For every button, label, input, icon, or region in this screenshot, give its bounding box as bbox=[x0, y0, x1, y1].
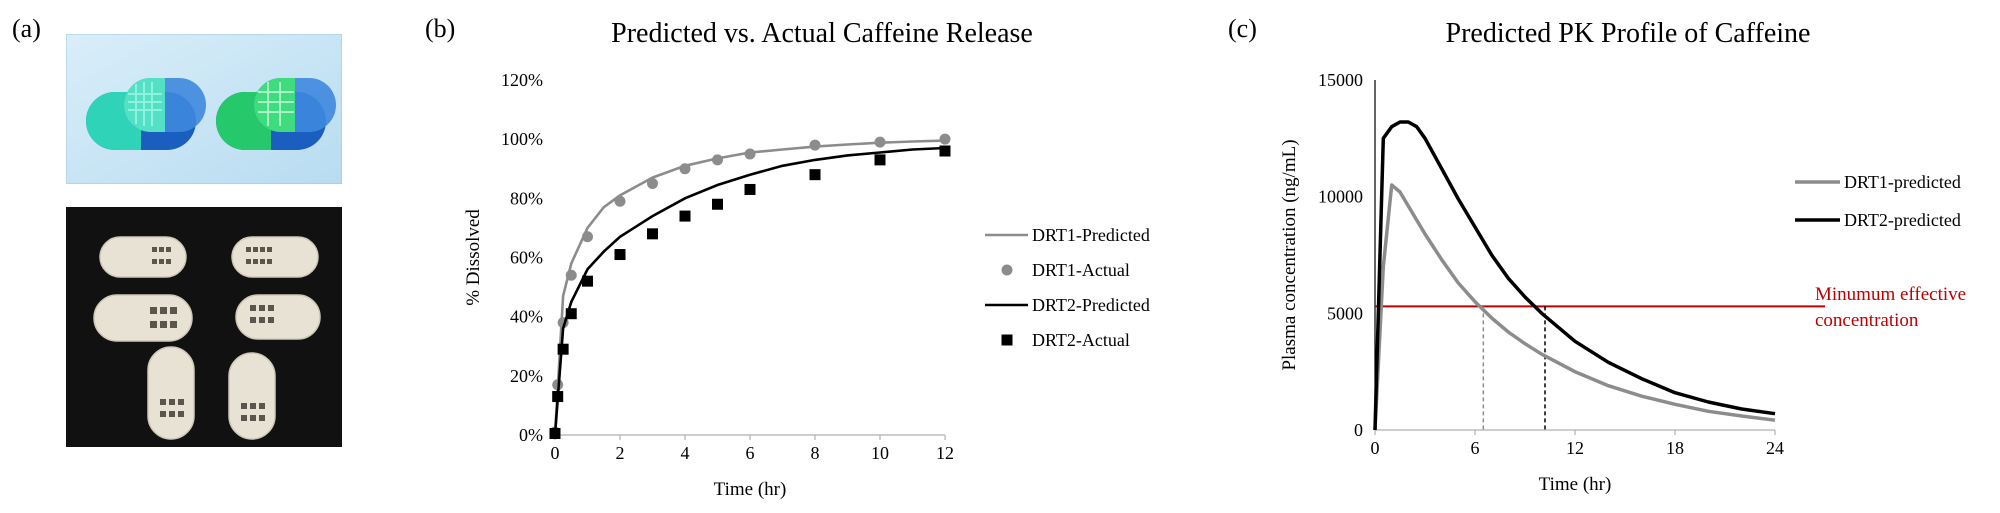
drt1-actual-point bbox=[582, 231, 593, 243]
drt2-actual-point bbox=[549, 428, 561, 440]
drt2-actual-point bbox=[679, 210, 691, 222]
y-tick-label: 0 bbox=[1354, 420, 1363, 440]
printed-tablets-photo bbox=[66, 207, 342, 447]
y-tick-label: 5000 bbox=[1327, 303, 1363, 323]
y-tick-label: 60% bbox=[510, 248, 543, 268]
drt1-predicted-line bbox=[553, 139, 946, 436]
drt1-actual-point bbox=[679, 163, 691, 175]
x-axis-label: Time (hr) bbox=[1539, 474, 1612, 495]
y-tick-label: 80% bbox=[510, 188, 543, 208]
printed-tablet bbox=[99, 236, 187, 278]
drt2-actual-legend-label: DRT2-Actual bbox=[1032, 330, 1130, 350]
x-tick-label: 24 bbox=[1766, 438, 1784, 458]
drt1-actual-legend-label: DRT1-Actual bbox=[1032, 260, 1130, 280]
drt2-actual-point bbox=[565, 308, 577, 320]
drt1-actual-point bbox=[939, 133, 951, 145]
y-tick-label: 120% bbox=[501, 70, 543, 90]
printed-tablet bbox=[93, 294, 193, 342]
drt2-actual-point bbox=[874, 154, 886, 166]
x-tick-label: 12 bbox=[936, 443, 954, 463]
y-tick-label: 15000 bbox=[1318, 70, 1363, 90]
panel-label-a: (a) bbox=[12, 14, 41, 43]
drt1-actual-point bbox=[565, 269, 577, 281]
drt2-actual-point bbox=[809, 169, 821, 181]
y-tick-label: 10000 bbox=[1318, 187, 1363, 207]
y-axis-label: % Dissolved bbox=[463, 209, 484, 306]
chart-title: Predicted vs. Actual Caffeine Release bbox=[611, 18, 1033, 49]
drt2-actual-point bbox=[647, 228, 658, 240]
drt1-actual-point bbox=[647, 178, 658, 190]
drt2-actual-point bbox=[744, 183, 756, 195]
x-axis-label: Time (hr) bbox=[714, 479, 787, 500]
pk-profile-chart: Predicted PK Profile of Caffeine Time (hr… bbox=[1279, 18, 1966, 495]
printed-tablet bbox=[231, 236, 319, 278]
drt1-actual-point bbox=[809, 139, 821, 151]
x-tick-label: 12 bbox=[1566, 438, 1584, 458]
y-tick-label: 20% bbox=[510, 366, 543, 386]
x-tick-label: 4 bbox=[681, 443, 690, 463]
panel-label-c: (c) bbox=[1228, 14, 1257, 43]
drt2-actual-point bbox=[614, 249, 626, 261]
drt2-actual-point bbox=[582, 275, 593, 287]
y-axis-label: Plasma concentration (ng/mL) bbox=[1279, 139, 1300, 370]
dissolution-chart: Predicted vs. Actual Caffeine Release Tim… bbox=[463, 18, 1150, 500]
x-tick-label: 2 bbox=[616, 443, 625, 463]
drt1-actual-point bbox=[744, 148, 756, 160]
printed-tablet bbox=[147, 346, 195, 440]
tablet-cad-render bbox=[66, 34, 342, 184]
x-tick-label: 6 bbox=[746, 443, 755, 463]
x-tick-label: 8 bbox=[811, 443, 820, 463]
drt1-predicted-legend-label: DRT1-Predicted bbox=[1032, 225, 1150, 245]
printed-tablet bbox=[228, 352, 276, 440]
drt1-actual-legend-swatch bbox=[1001, 264, 1013, 276]
x-tick-label: 6 bbox=[1471, 438, 1480, 458]
y-tick-label: 40% bbox=[510, 307, 543, 327]
mec-label: concentration bbox=[1815, 310, 1919, 331]
drt2-predicted-legend-label: DRT2-Predicted bbox=[1032, 295, 1150, 315]
tablet-model-1 bbox=[86, 78, 206, 150]
drt2-actual-point bbox=[712, 198, 723, 210]
x-tick-label: 10 bbox=[871, 443, 889, 463]
x-tick-label: 0 bbox=[551, 443, 560, 463]
drt2-predicted-line bbox=[1373, 120, 1776, 431]
printed-tablet bbox=[235, 294, 321, 340]
drt1-predicted-line bbox=[1373, 183, 1776, 431]
drt1-actual-point bbox=[614, 195, 626, 207]
drt2-predicted-line bbox=[553, 146, 946, 436]
chart-title: Predicted PK Profile of Caffeine bbox=[1446, 18, 1811, 49]
drt1-actual-point bbox=[712, 154, 723, 166]
y-tick-label: 0% bbox=[519, 425, 543, 445]
drt2-actual-point bbox=[557, 343, 569, 355]
tablet-model-2 bbox=[216, 78, 336, 150]
y-tick-label: 100% bbox=[501, 129, 543, 149]
drt2-actual-point bbox=[552, 391, 564, 403]
drt2-actual-legend-swatch bbox=[1001, 334, 1013, 346]
x-tick-label: 18 bbox=[1666, 438, 1684, 458]
panel-label-b: (b) bbox=[425, 14, 456, 43]
drt2-predicted-legend-label: DRT2-predicted bbox=[1844, 210, 1961, 230]
x-tick-label: 0 bbox=[1371, 438, 1380, 458]
drt1-actual-point bbox=[874, 136, 886, 148]
drt2-actual-point bbox=[939, 145, 951, 157]
mec-label: Minumum effective bbox=[1815, 284, 1966, 305]
drt1-predicted-legend-label: DRT1-predicted bbox=[1844, 172, 1961, 192]
